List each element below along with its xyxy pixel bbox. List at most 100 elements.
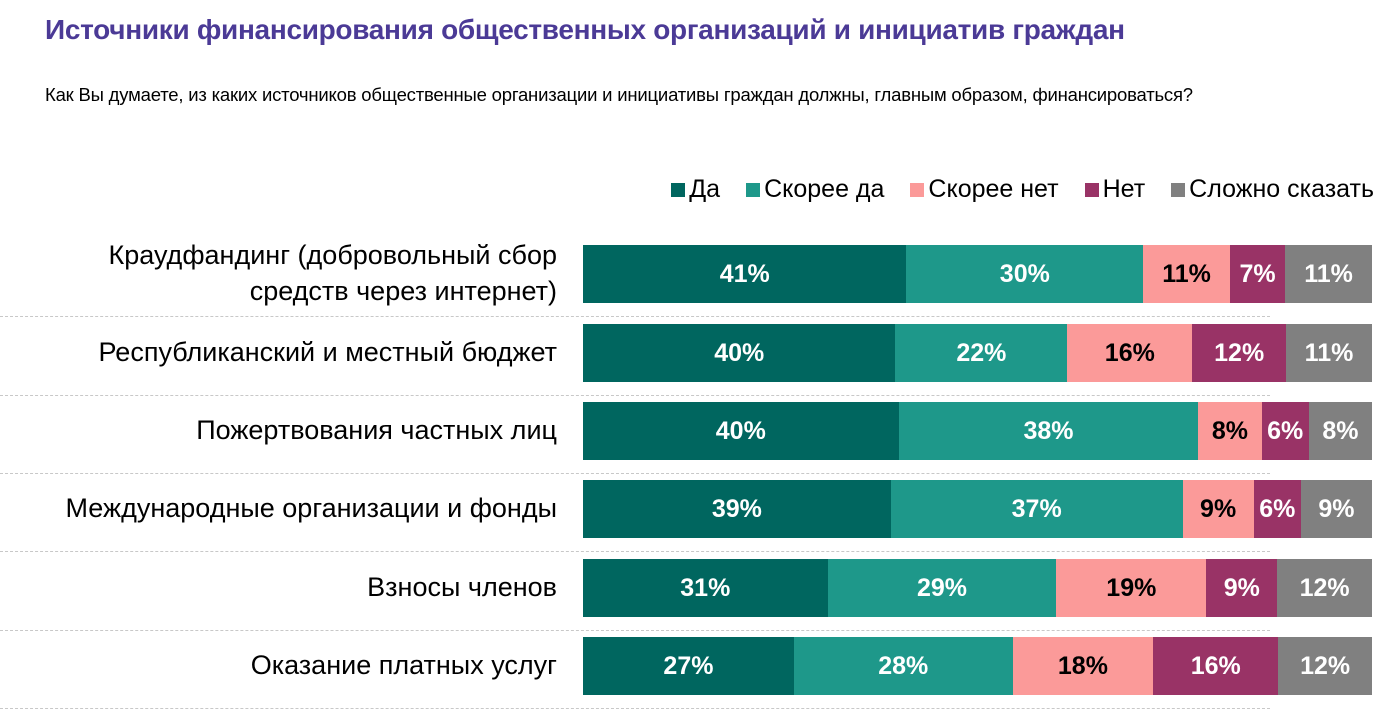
- legend-item: Нет: [1084, 175, 1146, 204]
- category-label: Взносы членов: [367, 569, 557, 605]
- bar-segment: 11%: [1286, 324, 1372, 382]
- data-label: 9%: [1200, 494, 1237, 523]
- bar-row: 41% 30% 11% 7% 11%: [583, 245, 1372, 303]
- data-label: 41%: [719, 259, 770, 288]
- bar-segment: 41%: [583, 245, 907, 303]
- legend-swatch: [746, 182, 761, 197]
- bar-segment: 12%: [1192, 324, 1287, 382]
- data-label: 28%: [878, 651, 929, 680]
- row-divider: [0, 708, 1270, 709]
- data-label: 16%: [1190, 651, 1241, 680]
- legend-label: Да: [689, 175, 721, 203]
- legend-label: Скорее нет: [928, 175, 1059, 203]
- row-divider: [0, 395, 1270, 396]
- data-label: 19%: [1106, 573, 1157, 602]
- category-label: Пожертвования частных лиц: [196, 412, 557, 448]
- bar-segment: 8%: [1198, 402, 1262, 460]
- bar-segment: 9%: [1206, 559, 1278, 617]
- legend-item: Скорее да: [746, 175, 884, 204]
- category-label: Оказание платных услуг: [251, 647, 557, 683]
- category-label: Международные организации и фонды: [66, 490, 557, 526]
- legend-label: Нет: [1102, 175, 1146, 203]
- chart-title: Источники финансирования общественных ор…: [45, 14, 1125, 45]
- legend-item: Да: [671, 175, 720, 204]
- bar-row: 27% 28% 18% 16% 12%: [583, 637, 1372, 695]
- category-label-line: Взносы членов: [367, 572, 557, 602]
- legend-label: Скорее да: [764, 175, 885, 203]
- data-label: 38%: [1023, 416, 1074, 445]
- legend: Да Скорее да Скорее нет Нет Сложно сказать: [671, 175, 1374, 204]
- data-label: 39%: [711, 494, 762, 523]
- legend-label: Сложно сказать: [1189, 175, 1374, 203]
- data-label: 18%: [1057, 651, 1108, 680]
- bar-segment: 6%: [1261, 402, 1309, 460]
- data-label: 12%: [1299, 573, 1350, 602]
- bar-segment: 9%: [1182, 480, 1254, 538]
- data-label: 12%: [1214, 338, 1265, 367]
- data-label: 11%: [1304, 338, 1354, 367]
- bar-segment: 16%: [1153, 637, 1279, 695]
- bar-segment: 12%: [1278, 637, 1372, 695]
- legend-swatch: [671, 182, 686, 197]
- data-label: 16%: [1104, 338, 1155, 367]
- data-label: 27%: [663, 651, 714, 680]
- bar-row: 39% 37% 9% 6% 9%: [583, 480, 1372, 538]
- bar-segment: 28%: [793, 637, 1013, 695]
- bar-segment: 38%: [898, 402, 1199, 460]
- bar-segment: 16%: [1067, 324, 1193, 382]
- data-label: 12%: [1300, 651, 1351, 680]
- data-label: 9%: [1318, 494, 1355, 523]
- data-label: 22%: [956, 338, 1007, 367]
- data-label: 7%: [1239, 259, 1276, 288]
- data-label: 8%: [1322, 416, 1359, 445]
- bar-segment: 37%: [890, 480, 1183, 538]
- row-divider: [0, 473, 1270, 474]
- row-divider: [0, 551, 1270, 552]
- category-label-line: средств через интернет): [249, 276, 557, 306]
- bar-row: 40% 22% 16% 12% 11%: [583, 324, 1372, 382]
- bar-segment: 40%: [583, 402, 899, 460]
- bar-segment: 11%: [1285, 245, 1372, 303]
- bar-segment: 29%: [827, 559, 1057, 617]
- row-divider: [0, 316, 1270, 317]
- legend-swatch: [1084, 182, 1099, 197]
- chart-subtitle: Как Вы думаете, из каких источников обще…: [45, 84, 1193, 105]
- category-label-line: Республиканский и местный бюджет: [98, 337, 557, 367]
- data-label: 9%: [1223, 573, 1260, 602]
- data-label: 8%: [1211, 416, 1249, 445]
- category-label: Республиканский и местный бюджет: [98, 334, 557, 370]
- data-label: 11%: [1304, 259, 1353, 288]
- bar-segment: 27%: [583, 637, 794, 695]
- row-divider: [0, 630, 1270, 631]
- bar-segment: 7%: [1229, 245, 1286, 303]
- data-label: 6%: [1259, 494, 1296, 523]
- bar-segment: 11%: [1143, 245, 1230, 303]
- data-label: 37%: [1011, 494, 1062, 523]
- bar-segment: 6%: [1253, 480, 1301, 538]
- bar-segment: 31%: [583, 559, 828, 617]
- legend-swatch: [1171, 182, 1186, 197]
- data-label: 40%: [714, 338, 765, 367]
- legend-item: Скорее нет: [910, 175, 1059, 204]
- bar-row: 40% 38% 8% 6% 8%: [583, 402, 1372, 460]
- category-label-line: Пожертвования частных лиц: [196, 415, 557, 445]
- data-label: 11%: [1162, 259, 1211, 288]
- bar-segment: 18%: [1012, 637, 1154, 695]
- bar-segment: 9%: [1300, 480, 1372, 538]
- bar-segment: 30%: [906, 245, 1144, 303]
- category-label-line: Оказание платных услуг: [250, 650, 557, 680]
- bar-segment: 22%: [895, 324, 1068, 382]
- category-label: Краудфандинг (добровольный сбор средств ч…: [109, 237, 558, 309]
- bar-segment: 8%: [1308, 402, 1372, 460]
- bar-segment: 19%: [1056, 559, 1207, 617]
- bar-segment: 39%: [583, 480, 891, 538]
- data-label: 40%: [715, 416, 766, 445]
- data-label: 6%: [1267, 416, 1304, 445]
- data-label: 29%: [916, 573, 967, 602]
- category-label-line: Международные организации и фонды: [65, 493, 557, 523]
- data-label: 31%: [680, 573, 731, 602]
- legend-swatch: [910, 182, 925, 197]
- data-label: 30%: [999, 259, 1050, 288]
- bar-row: 31% 29% 19% 9% 12%: [583, 559, 1372, 617]
- category-label-line: Краудфандинг (добровольный сбор: [108, 240, 558, 270]
